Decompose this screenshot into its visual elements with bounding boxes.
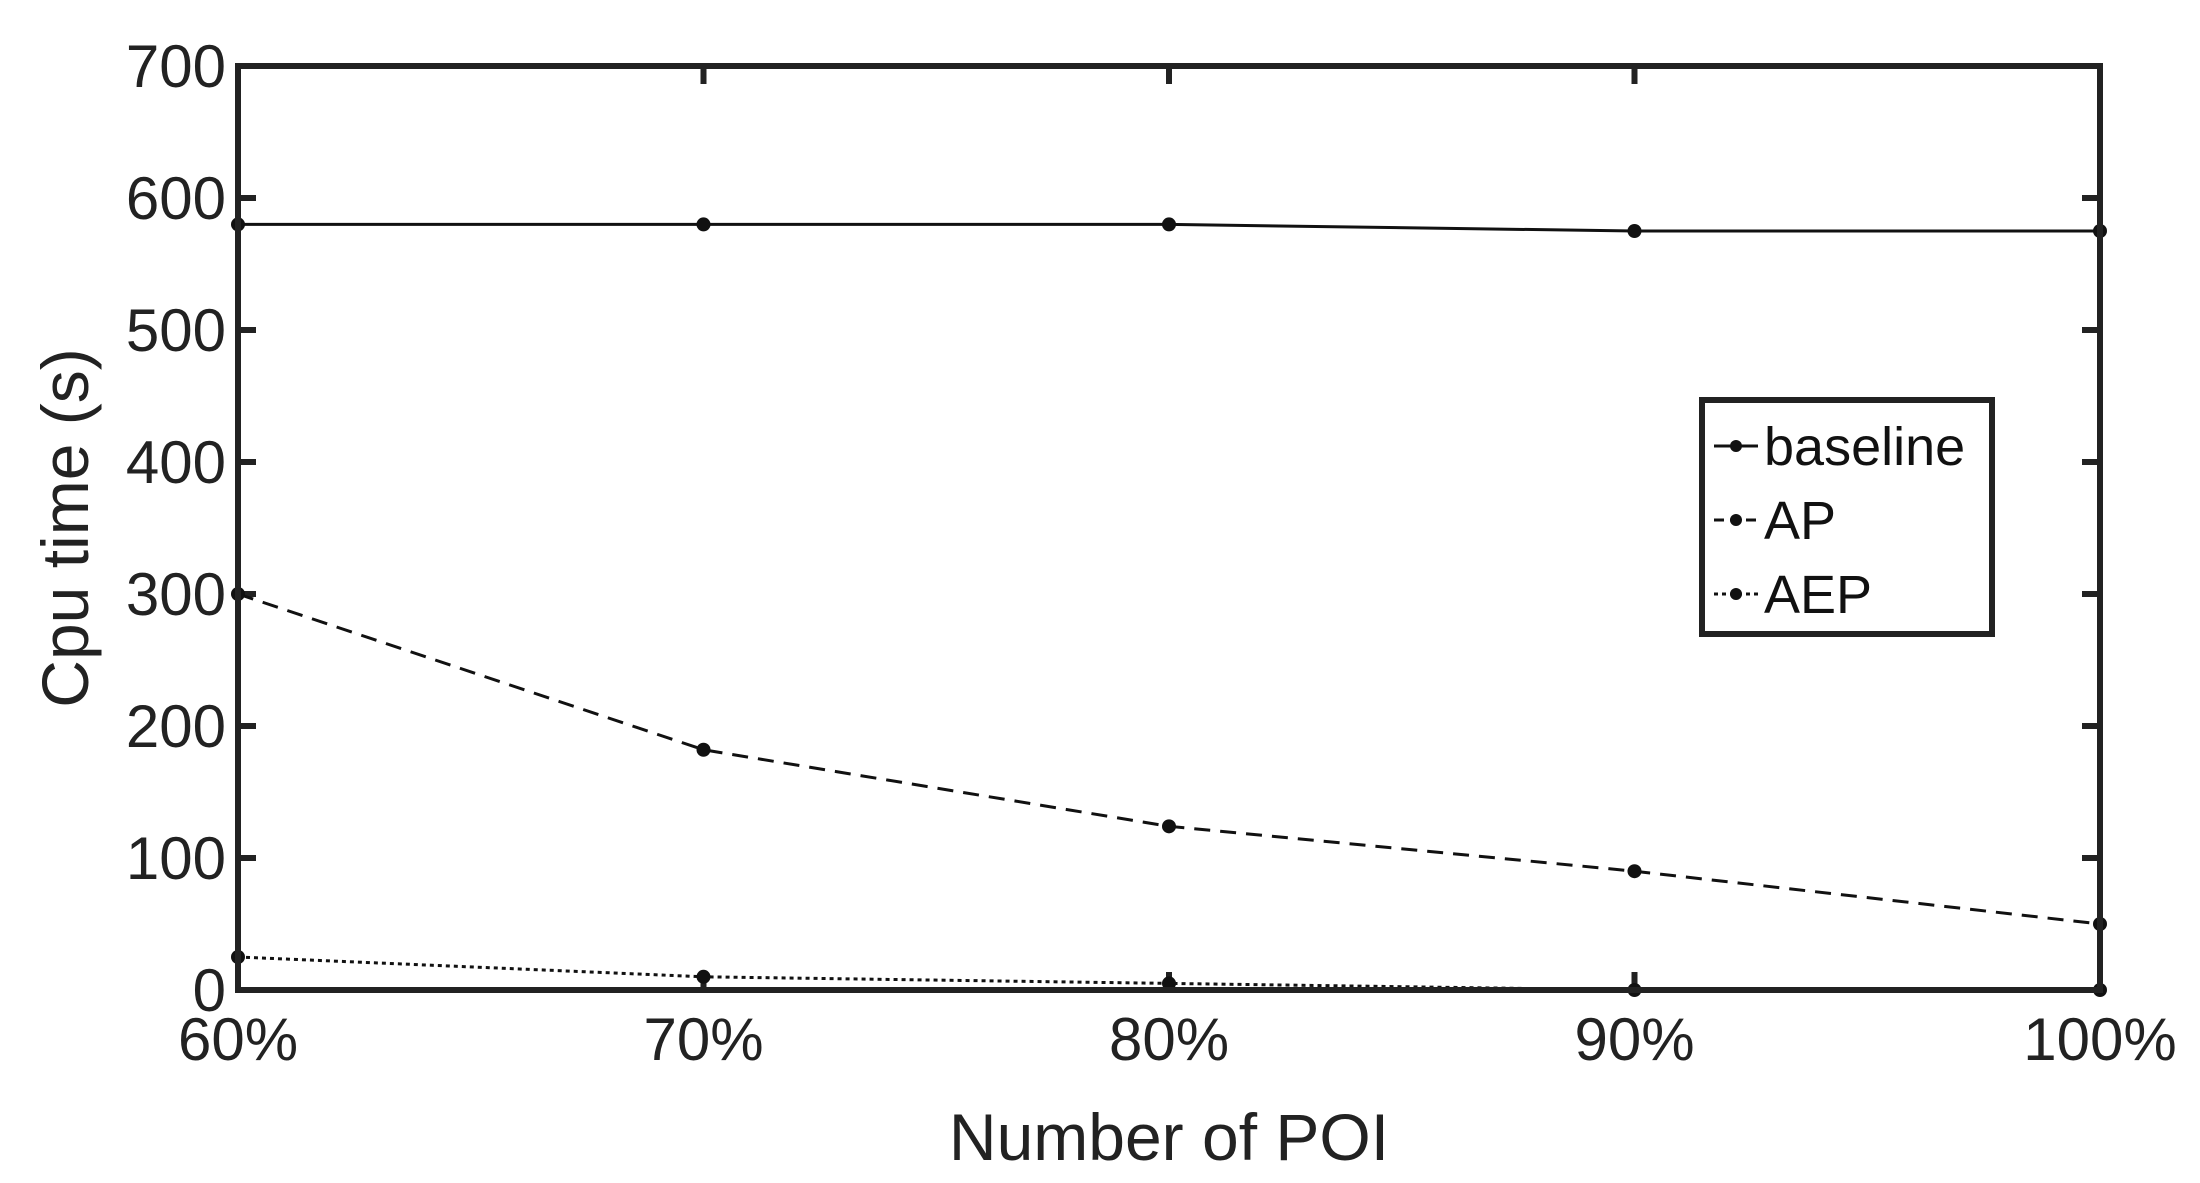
legend-entry-baseline: baseline <box>1714 417 1965 477</box>
data-point <box>696 969 711 984</box>
x-tick-label: 90% <box>1574 1006 1694 1073</box>
legend-box <box>1699 397 1995 637</box>
y-axis-label: Cpu time (s) <box>28 348 102 707</box>
tick-labels: 0 100 200 300 400 500 600 700 60% 70% 80% 90% 100% <box>126 33 2177 1073</box>
x-tick-label: 70% <box>643 1006 763 1073</box>
legend-label: baseline <box>1764 417 1965 477</box>
series-baseline <box>231 217 2107 238</box>
legend-marker <box>1730 588 1742 600</box>
plot-area-frame <box>235 63 2103 993</box>
data-point <box>1162 217 1176 232</box>
x-tick-label: 60% <box>178 1006 298 1073</box>
y-tick-label: 700 <box>126 33 226 100</box>
legend-marker <box>1730 514 1742 526</box>
y-tick-label: 600 <box>126 165 226 232</box>
legend: baseline AP AEP <box>1699 397 1995 637</box>
y-tick-label: 400 <box>126 429 226 496</box>
y-tick-label: 0 <box>193 957 226 1024</box>
data-point <box>696 742 711 757</box>
x-tick-label: 80% <box>1109 1006 1229 1073</box>
y-tick-label: 500 <box>126 297 226 364</box>
data-point <box>1627 224 1642 238</box>
y-tick-label: 100 <box>126 825 226 892</box>
legend-label: AEP <box>1764 565 1872 625</box>
series-ap <box>231 587 2107 931</box>
legend-label: AP <box>1764 491 1836 551</box>
x-axis-label: Number of POI <box>949 1100 1389 1174</box>
legend-entry-aep: AEP <box>1714 565 1872 625</box>
x-tick-label: 100% <box>2023 1006 2176 1073</box>
data-point <box>1162 976 1176 991</box>
series-line <box>237 592 2101 926</box>
y-tick-label: 300 <box>126 561 226 628</box>
data-point <box>1162 819 1176 834</box>
data-point <box>696 217 711 232</box>
data-point <box>1627 864 1642 879</box>
y-tick-label: 200 <box>126 693 226 760</box>
legend-entry-ap: AP <box>1714 491 1836 551</box>
legend-marker <box>1730 440 1742 452</box>
